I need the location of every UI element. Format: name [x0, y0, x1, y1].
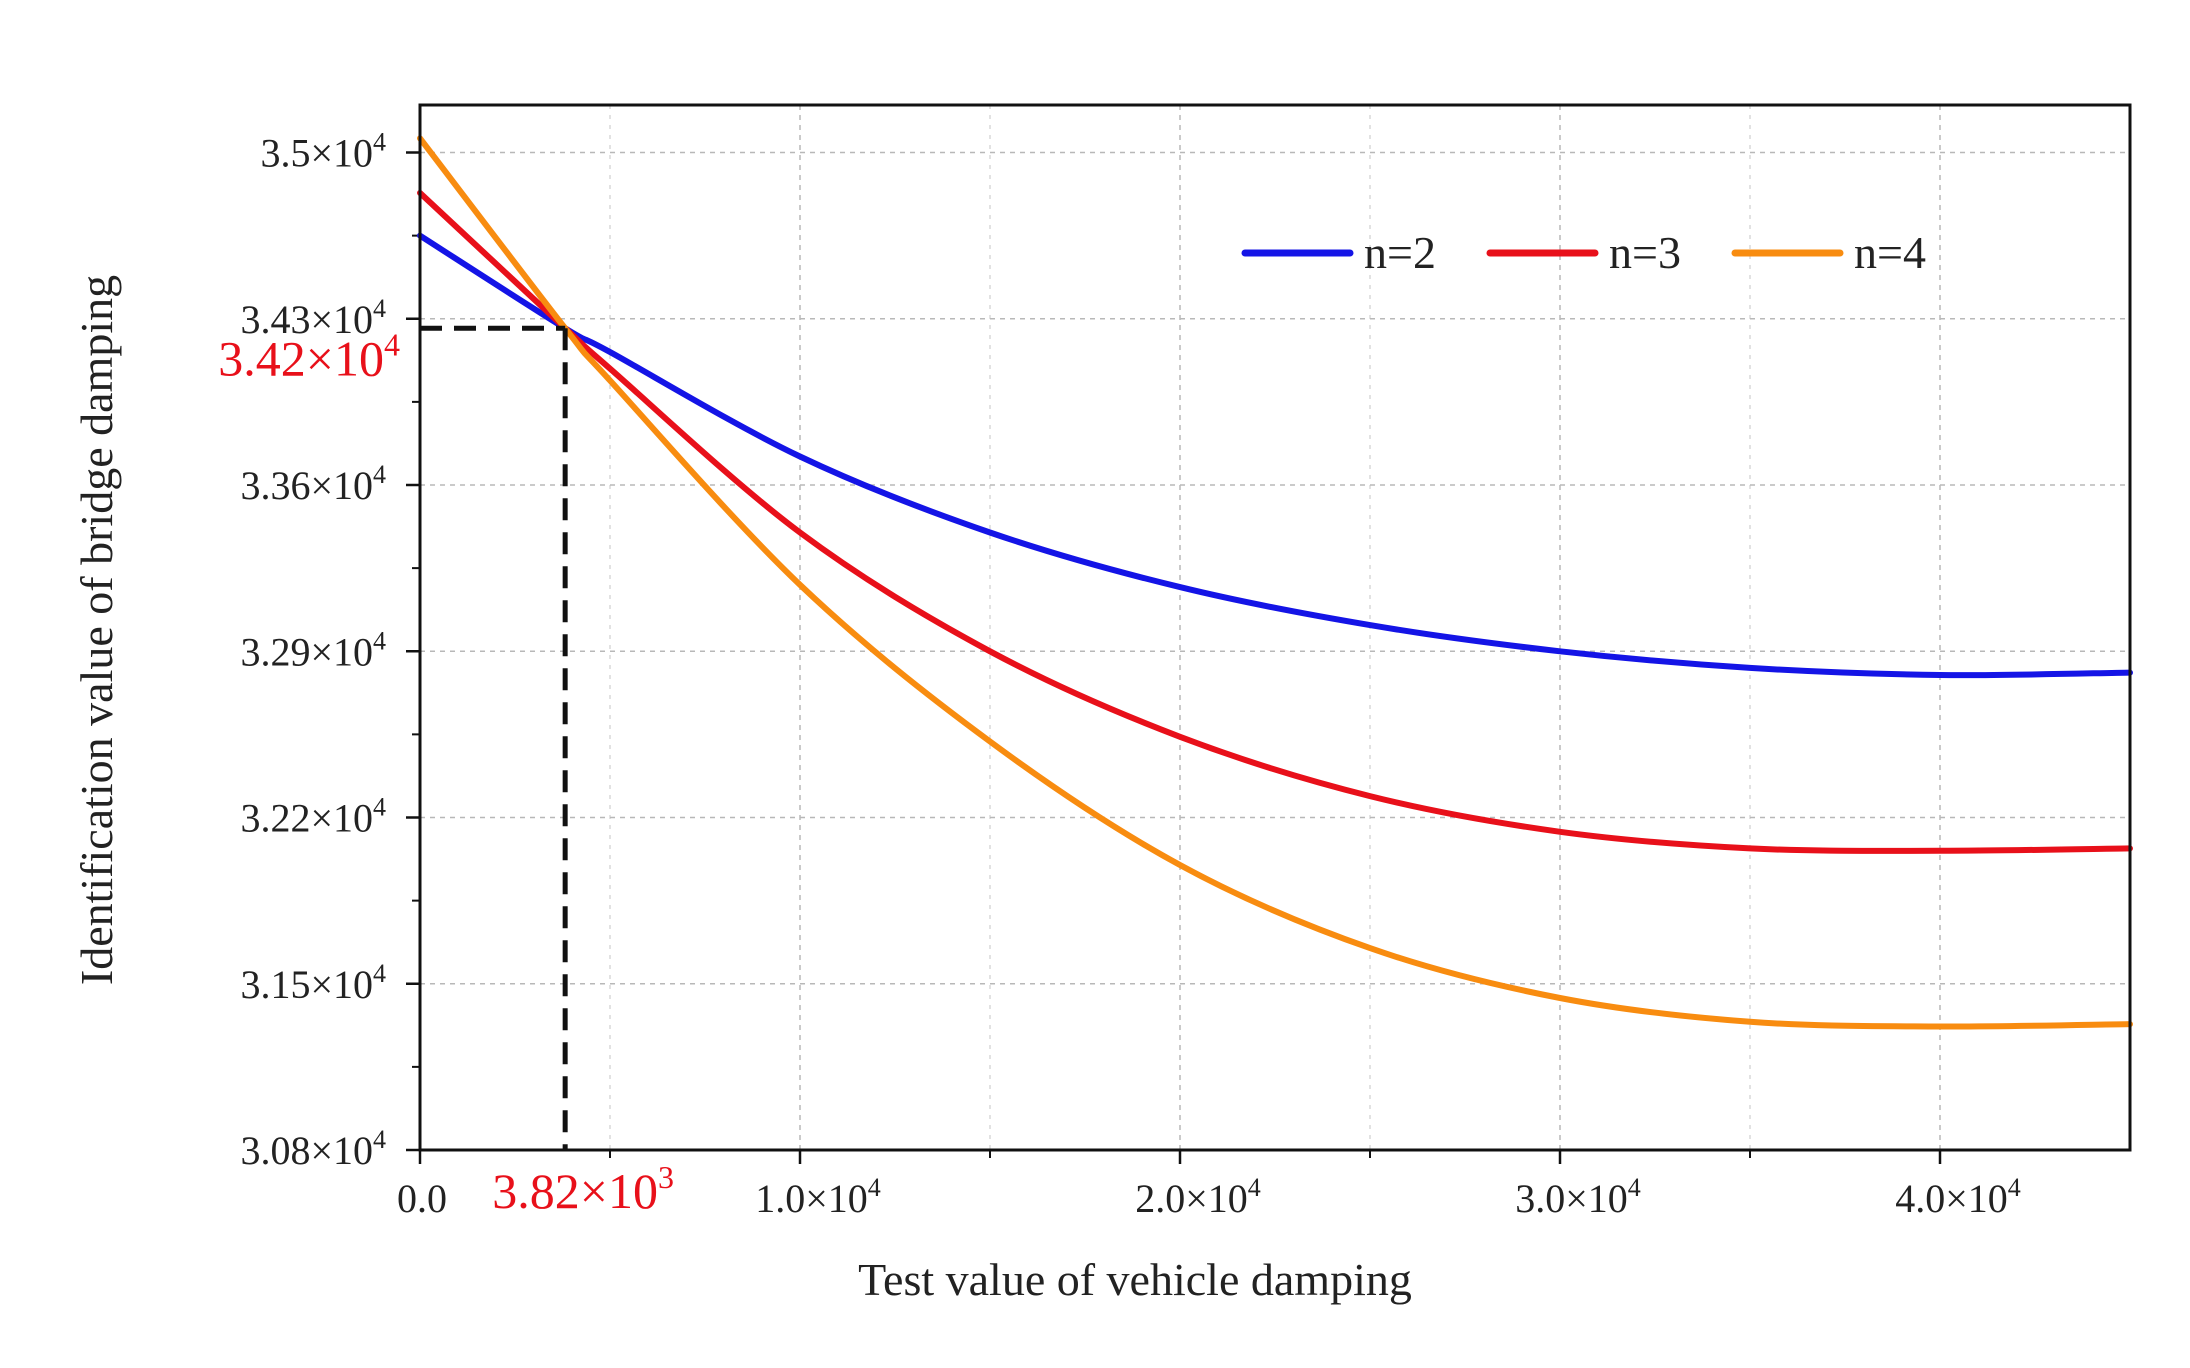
annotation-y-label: 3.42×104 [218, 326, 400, 386]
y-tick-label: 3.15×104 [240, 959, 386, 1007]
legend-label: n=3 [1609, 227, 1681, 278]
x-axis-title: Test value of vehicle damping [858, 1254, 1412, 1305]
series-layer [417, 135, 2133, 1030]
y-tick-label: 3.43×104 [240, 294, 386, 342]
tick-layer: 0.0 1.0×104 2.0×104 3.0×104 4.0×104 3.08×104 3… [240, 128, 2020, 1222]
x-tick-label: 1.0×104 [755, 1173, 881, 1221]
y-tick-label: 3.29×104 [240, 626, 386, 674]
annotation-x-label: 3.82×103 [492, 1159, 674, 1219]
y-tick-label: 3.08×104 [240, 1125, 386, 1173]
x-tick-label: 2.0×104 [1135, 1173, 1261, 1221]
y-tick-label: 3.22×104 [240, 793, 386, 841]
series-line-n-2 [417, 232, 2133, 679]
x-tick-label: 3.0×104 [1515, 1173, 1641, 1221]
plot-frame [418, 103, 2132, 1152]
y-axis-title: Identification value of bridge damping [71, 275, 122, 985]
x-tick-label: 4.0×104 [1895, 1173, 2021, 1221]
legend-label: n=4 [1854, 227, 1926, 278]
series-line-n-3 [417, 189, 2133, 854]
y-tick-label: 3.36×104 [240, 460, 386, 508]
legend: n=2 n=3 n=4 [1241, 227, 1926, 278]
series-line-n-4 [417, 135, 2133, 1030]
x-tick-label: 0.0 [397, 1176, 447, 1221]
y-tick-label: 3.5×104 [260, 128, 386, 176]
annotation-layer: 3.42×104 3.82×103 [218, 325, 674, 1219]
legend-label: n=2 [1364, 227, 1436, 278]
